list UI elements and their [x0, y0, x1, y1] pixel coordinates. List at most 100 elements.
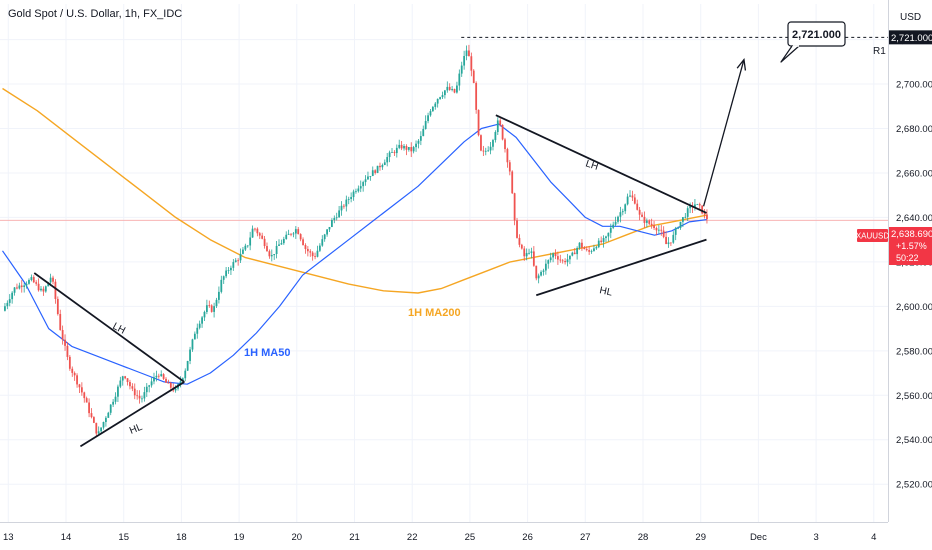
candle-body — [530, 251, 533, 253]
candle-body — [42, 288, 45, 292]
candle-body — [80, 387, 83, 393]
candle-body — [273, 254, 276, 256]
candle-body — [669, 242, 672, 244]
candle-body — [561, 260, 564, 262]
candle-body — [585, 249, 588, 251]
candle-body — [552, 253, 554, 258]
candle-body — [460, 65, 463, 74]
candle-body — [643, 216, 646, 223]
candle-body — [333, 217, 336, 221]
candle-body — [355, 191, 357, 193]
r1-price-tag — [889, 30, 932, 45]
candle-body — [386, 157, 389, 163]
candle-body — [225, 270, 228, 277]
candle-body — [443, 90, 446, 96]
candle-body — [148, 385, 151, 387]
x-tick-label: 28 — [638, 532, 649, 543]
chart-title: Gold Spot / U.S. Dollar, 1h, FX_IDC — [8, 8, 183, 20]
candle-body — [263, 238, 266, 247]
candle-body — [318, 245, 321, 251]
candle-body — [542, 270, 545, 272]
candle-body — [549, 257, 552, 261]
candle-body — [220, 279, 223, 292]
candle-body — [155, 375, 158, 378]
candle-body — [475, 82, 478, 110]
candle-body — [193, 333, 196, 340]
candle-body — [487, 150, 490, 152]
candle-body — [44, 286, 47, 292]
candle-body — [309, 251, 312, 253]
candle-body — [64, 339, 66, 346]
candle-body — [607, 232, 610, 237]
candle-body — [417, 140, 420, 144]
candle-body — [338, 210, 341, 218]
candle-body — [706, 214, 708, 220]
current-price-change: +1.57% — [896, 241, 927, 251]
candle-body — [162, 374, 165, 379]
candle-body — [489, 146, 492, 151]
currency-label[interactable]: USD — [900, 12, 922, 23]
candle-body — [97, 431, 100, 434]
candle-body — [258, 233, 261, 236]
candle-body — [347, 198, 350, 200]
candle-body — [429, 111, 432, 116]
ma200-label: 1H MA200 — [408, 307, 461, 319]
candle-body — [588, 250, 591, 252]
hl-label: HL — [128, 422, 144, 437]
candle-body — [407, 147, 410, 150]
candle-body — [61, 329, 64, 340]
candle-body — [655, 227, 658, 231]
candle-body — [213, 306, 215, 312]
candle-body — [191, 339, 194, 350]
candle-body — [434, 103, 437, 107]
candle-body — [494, 132, 497, 141]
candle-body — [230, 267, 232, 271]
x-tick-label: 27 — [580, 532, 591, 543]
candle-body — [537, 275, 540, 279]
candle-body — [169, 382, 172, 388]
candle-body — [331, 220, 333, 227]
y-tick-label: 2,700.000 — [896, 80, 932, 91]
candle-body — [653, 225, 655, 228]
trendline-hl — [535, 238, 707, 297]
symbol-tag — [857, 229, 888, 242]
candle-body — [179, 381, 182, 385]
candle-body — [388, 152, 391, 158]
candle-body — [371, 170, 374, 177]
candle-body — [244, 245, 247, 250]
candle-body — [480, 135, 482, 151]
candle-body — [157, 375, 160, 377]
candle-body — [8, 299, 11, 303]
candle-body — [523, 248, 526, 257]
candle-body — [256, 228, 259, 234]
candle-body — [631, 195, 634, 198]
candle-body — [316, 250, 319, 257]
candle-body — [590, 250, 593, 252]
x-tick-label: 3 — [813, 532, 818, 543]
candle-body — [37, 283, 40, 291]
candle-body — [40, 288, 42, 291]
y-tick-label: 2,680.000 — [896, 124, 932, 135]
x-tick-label: 14 — [61, 532, 72, 543]
candle-body — [472, 70, 475, 83]
candle-body — [328, 226, 331, 230]
candle-body — [153, 377, 155, 382]
candle-body — [535, 265, 538, 279]
candle-body — [16, 287, 18, 289]
candle-body — [641, 214, 643, 217]
candle-body — [143, 392, 146, 399]
candle-body — [25, 283, 28, 286]
candle-body — [419, 136, 422, 141]
y-tick-label: 2,580.000 — [896, 346, 932, 357]
x-tick-label: 21 — [349, 532, 360, 543]
candle-body — [528, 252, 530, 254]
candle-body — [184, 370, 187, 379]
candle-body — [340, 205, 343, 211]
candle-body — [278, 244, 280, 246]
candle-body — [47, 282, 50, 287]
candle-body — [694, 204, 696, 208]
candle-body — [614, 221, 617, 225]
x-tick-label: 20 — [292, 532, 303, 543]
candle-body — [439, 97, 441, 99]
